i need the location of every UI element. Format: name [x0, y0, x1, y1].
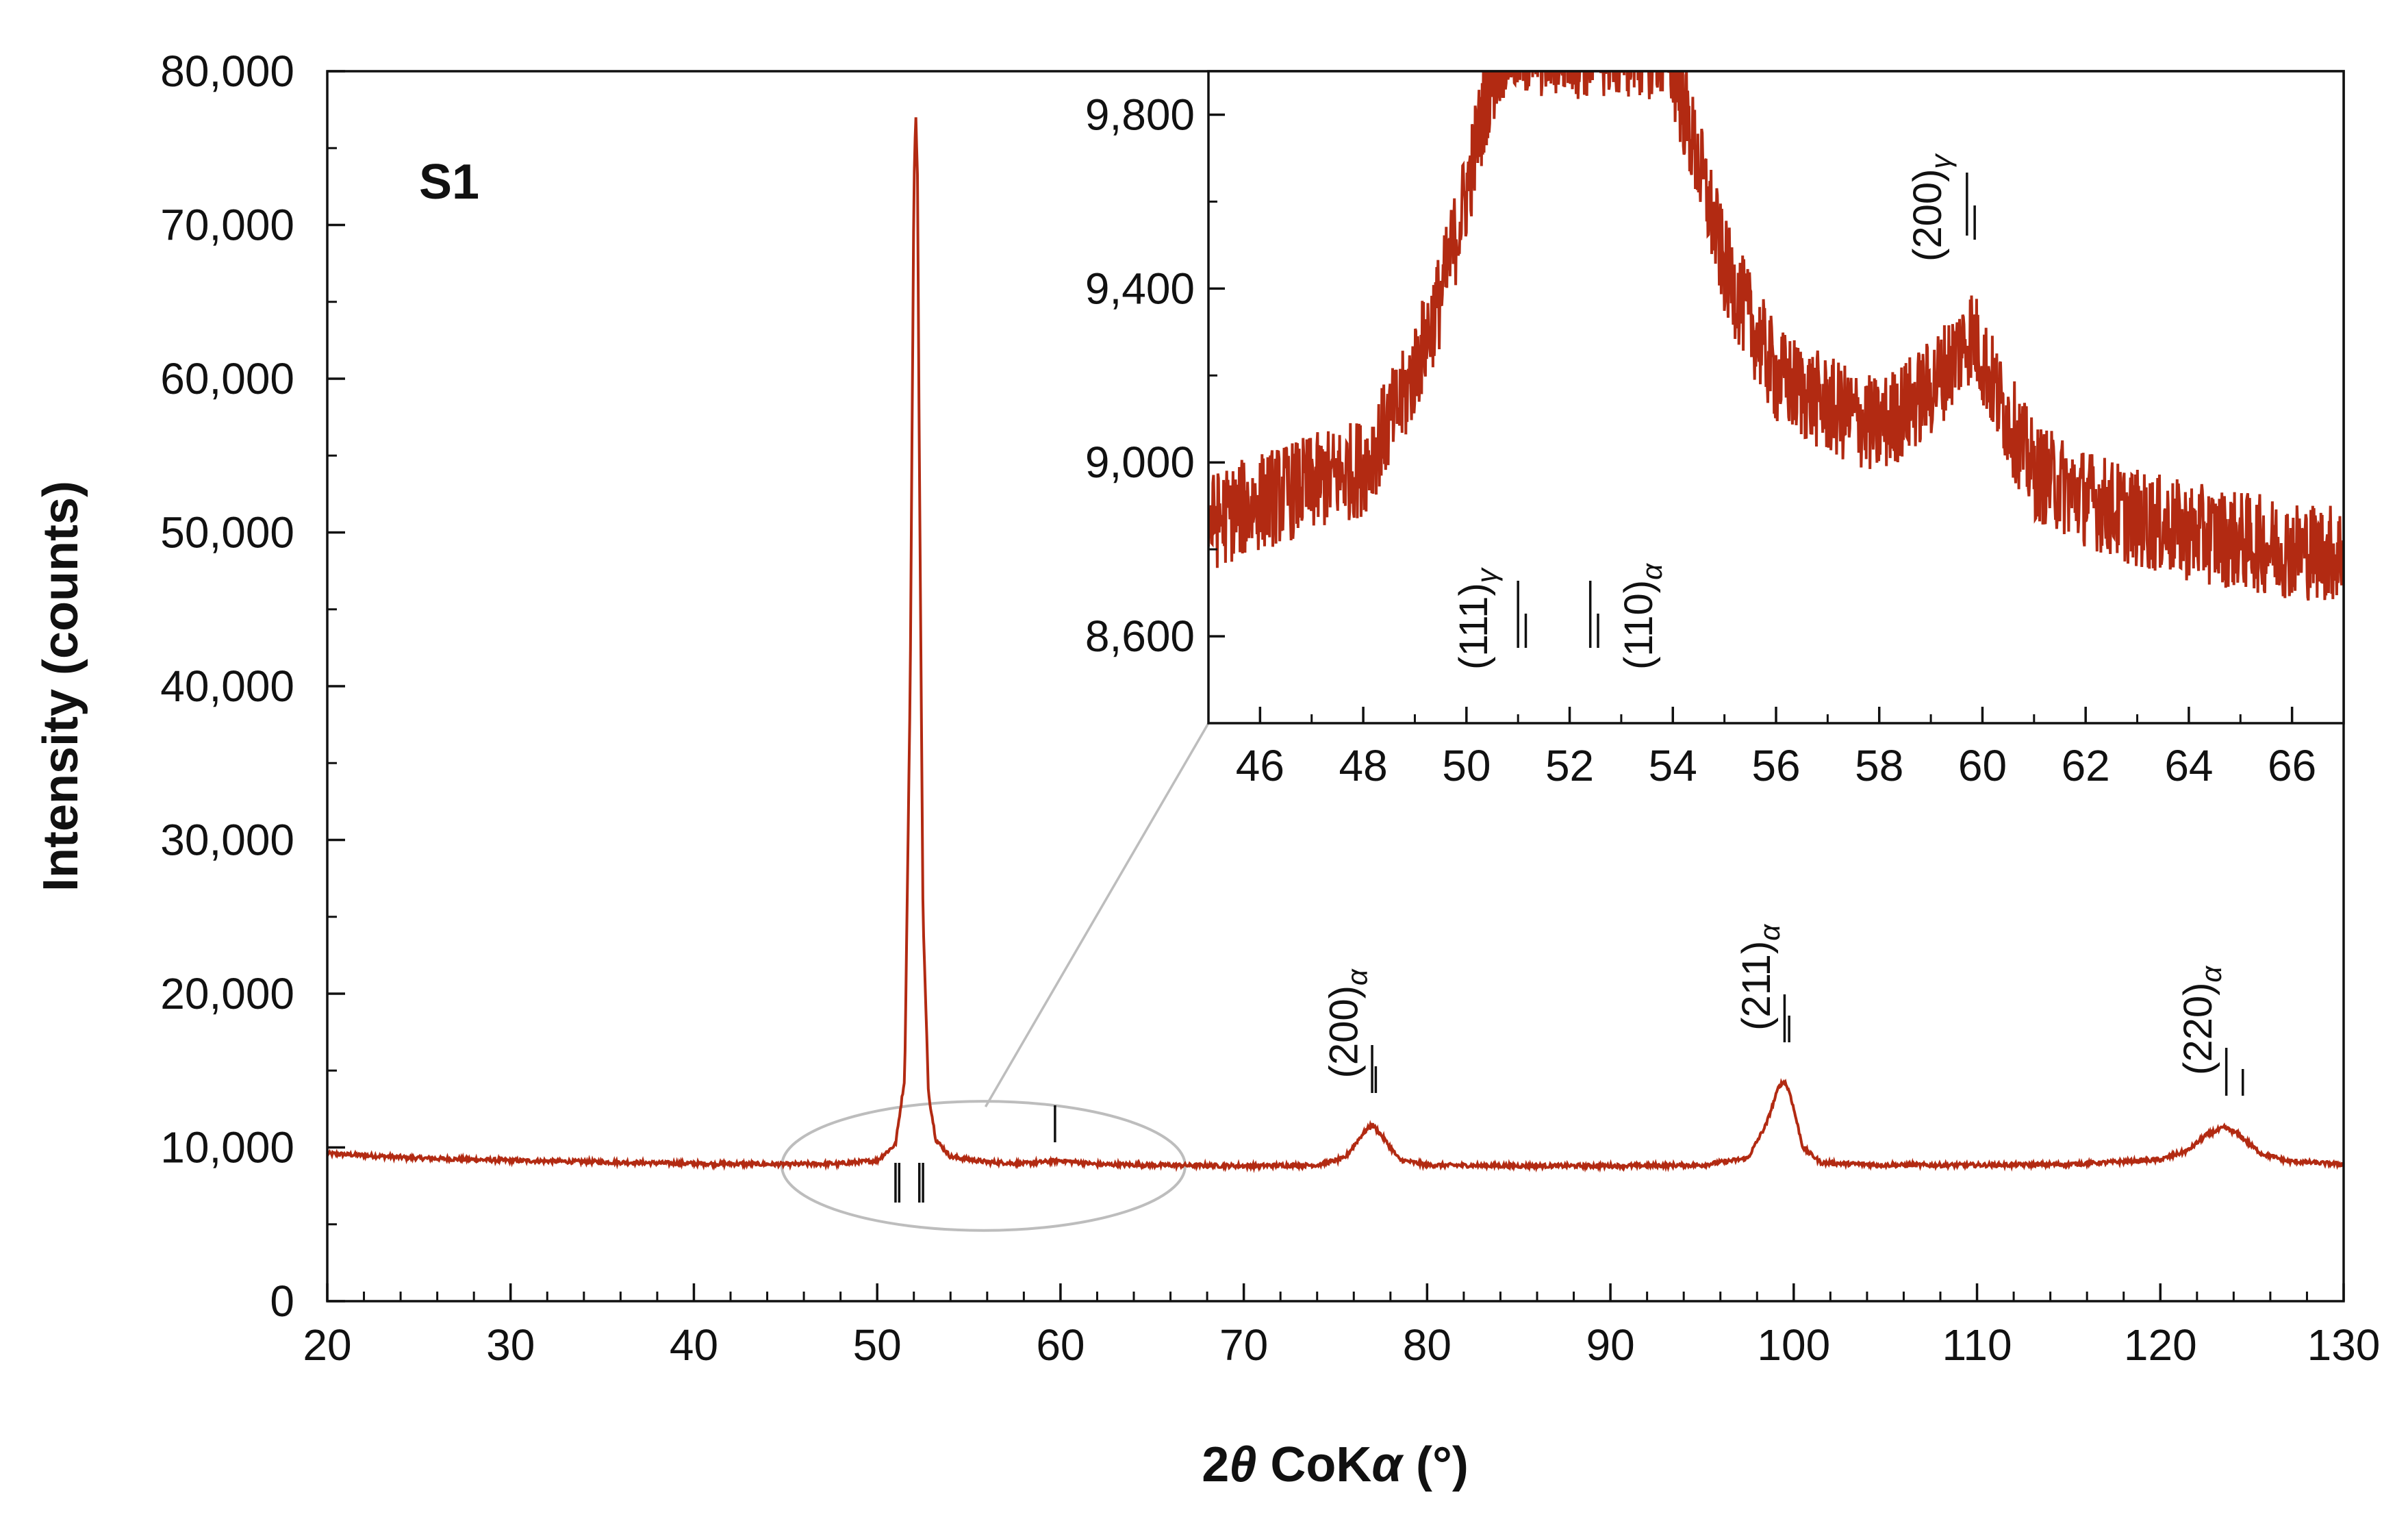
peak-label-hkl: (110) — [1617, 580, 1661, 670]
y-tick-label: 20,000 — [160, 969, 294, 1018]
inset-y-tick-label: 9,400 — [1085, 264, 1195, 313]
y-tick-label: 50,000 — [160, 508, 294, 557]
inset-peak-label: (111)γ — [1452, 567, 1503, 670]
x-tick-label: 70 — [1219, 1320, 1268, 1370]
x-tick-label: 80 — [1403, 1320, 1452, 1370]
inset-x-tick-label: 52 — [1545, 741, 1594, 790]
x-tick-label: 40 — [670, 1320, 718, 1370]
peak-label-hkl: (211) — [1734, 941, 1779, 1031]
x-axis-title-part: θ — [1229, 1437, 1256, 1492]
x-axis-title-part: CoK — [1256, 1437, 1371, 1492]
peak-label-phase: α — [2195, 966, 2227, 983]
peak-label-hkl: (220) — [2176, 983, 2220, 1075]
inset-x-tick-label: 50 — [1442, 741, 1491, 790]
x-tick-label: 130 — [2307, 1320, 2381, 1370]
main-x-axis: 20 30 40 50 60 70 80 90 100 110 120 130 — [303, 1283, 2380, 1370]
inset-x-axis: 46 48 50 52 54 56 58 60 62 64 66 — [1207, 707, 2316, 790]
peak-label: (200)α — [1322, 968, 1373, 1078]
inset-y-tick-label: 8,600 — [1085, 612, 1195, 661]
inset-x-tick-label: 46 — [1236, 741, 1284, 790]
peak-label-phase: γ — [1925, 153, 1957, 169]
inset-y-tick-label: 9,000 — [1085, 438, 1195, 487]
x-tick-label: 50 — [853, 1320, 902, 1370]
inset-plot: (111)γ(110)α(200)γ 46 48 50 52 54 56 58 60 62 64 6… — [1085, 70, 2345, 790]
inset-peak-label: (200)γ — [1905, 153, 1957, 262]
inset-x-tick-label: 64 — [2164, 741, 2213, 790]
main-peak-labels: (200)α (211)α(220)α — [1322, 924, 2228, 1079]
peak-label: (220)α — [2176, 966, 2227, 1075]
peak-label-phase: α — [1753, 924, 1786, 941]
y-tick-label: 30,000 — [160, 816, 294, 865]
x-tick-label: 100 — [1757, 1320, 1830, 1370]
peak-label-phase: γ — [1471, 567, 1503, 583]
inset-peak-labels: (111)γ(110)α(200)γ — [1452, 153, 1957, 670]
main-reference-markers — [894, 994, 2244, 1203]
y-tick-label: 80,000 — [160, 47, 294, 96]
y-tick-label: 0 — [270, 1277, 294, 1326]
x-axis-title-part: α — [1371, 1437, 1404, 1492]
peak-label-phase: α — [1636, 563, 1668, 580]
main-diffractogram-line — [326, 117, 2345, 1173]
y-tick-label: 60,000 — [160, 354, 294, 403]
inset-peak-label: (110)α — [1617, 563, 1668, 670]
panel-label: S1 — [419, 155, 479, 210]
peak-label: (211)α — [1734, 924, 1786, 1031]
y-tick-label: 10,000 — [160, 1123, 294, 1172]
x-tick-label: 30 — [486, 1320, 535, 1370]
inset-x-tick-label: 58 — [1855, 741, 1903, 790]
peak-label-hkl: (200) — [1322, 985, 1367, 1078]
inset-x-tick-label: 66 — [2268, 741, 2316, 790]
y-axis-title: Intensity (counts) — [34, 481, 88, 892]
inset-x-tick-label: 62 — [2062, 741, 2110, 790]
y-tick-label: 40,000 — [160, 662, 294, 711]
x-tick-label: 20 — [303, 1320, 351, 1370]
peak-label-hkl: (200) — [1905, 169, 1950, 262]
x-axis-title-part: (°) — [1402, 1437, 1469, 1492]
inset-x-tick-label: 56 — [1751, 741, 1800, 790]
peak-label-phase: α — [1341, 968, 1373, 985]
inset-y-axis: 8,600 9,000 9,400 9,800 — [1085, 90, 1225, 661]
inset-diffractogram-line — [1208, 71, 2344, 601]
x-axis-title: 2θ CoKα (°) — [1202, 1437, 1469, 1492]
inset-reference-markers — [1517, 173, 1976, 648]
inset-x-tick-label: 48 — [1339, 741, 1387, 790]
x-tick-label: 60 — [1036, 1320, 1085, 1370]
zoom-connector-line — [984, 722, 1210, 1108]
inset-y-tick-label: 9,800 — [1085, 90, 1195, 139]
x-axis-title-part: 2 — [1202, 1437, 1229, 1492]
main-plot: (200)α (211)α(220)α 20 30 40 50 60 70 80 90 100 11… — [34, 47, 2380, 1492]
x-tick-label: 90 — [1586, 1320, 1634, 1370]
x-tick-label: 120 — [2124, 1320, 2197, 1370]
peak-label-hkl: (111) — [1452, 583, 1496, 670]
x-tick-label: 110 — [1942, 1320, 2012, 1370]
y-tick-label: 70,000 — [160, 201, 294, 250]
inset-x-tick-label: 60 — [1958, 741, 2007, 790]
inset-x-tick-label: 54 — [1649, 741, 1697, 790]
main-y-axis: 0 10,000 20,000 30,000 40,000 50,000 60,000 70,… — [160, 47, 345, 1326]
